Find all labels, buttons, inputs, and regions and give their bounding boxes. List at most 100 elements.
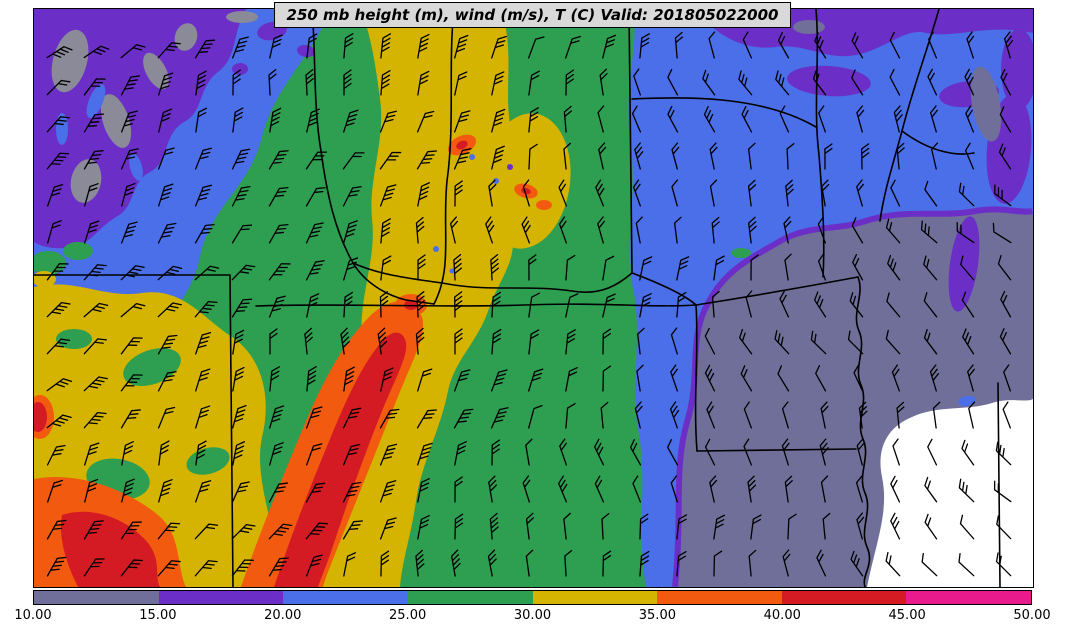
wind-barb-icon	[120, 148, 139, 170]
wind-barb-icon	[453, 408, 474, 429]
wind-barb-icon	[121, 182, 136, 207]
wind-barb-icon	[528, 143, 538, 170]
wind-barb-icon	[739, 328, 753, 355]
wind-barb-icon	[851, 217, 864, 244]
wind-barb-icon	[565, 293, 579, 318]
wind-barb-icon	[597, 105, 605, 133]
wind-barb-icon	[342, 481, 362, 503]
wind-barb-icon	[268, 223, 289, 244]
wind-barb-icon	[632, 475, 642, 503]
wind-barb-icon	[887, 254, 901, 281]
wind-barb-icon	[741, 105, 753, 133]
wind-barb-icon	[594, 475, 605, 503]
wind-barb-icon	[485, 216, 495, 244]
wind-barb-icon	[961, 439, 975, 466]
wind-barb-icon	[46, 263, 69, 281]
wind-barb-icon	[667, 438, 679, 466]
wind-barb-icon	[379, 151, 402, 170]
wind-barb-icon	[820, 401, 829, 429]
wind-barb-icon	[195, 107, 208, 133]
wind-barb-icon	[46, 414, 72, 429]
wind-barb-icon	[342, 407, 362, 429]
wind-barb-icon	[194, 300, 218, 318]
wind-barb-icon	[704, 327, 716, 355]
wind-barb-icon	[343, 366, 355, 392]
wind-barb-icon	[599, 68, 608, 96]
wind-barb-icon	[46, 46, 73, 59]
wind-barb-icon	[342, 520, 363, 540]
wind-barb-icon	[194, 523, 219, 540]
wind-barb-icon	[851, 32, 864, 59]
state-border	[628, 9, 633, 274]
wind-barb-icon	[269, 34, 283, 59]
wind-barb-icon	[491, 291, 502, 318]
wind-barb-icon	[416, 409, 437, 429]
wind-barb-icon	[631, 105, 642, 133]
colorbar-segment	[532, 591, 658, 604]
wind-barb-icon	[528, 36, 545, 59]
wind-barb-icon	[194, 147, 213, 170]
wind-barb-icon	[890, 512, 901, 540]
wind-barb-icon	[157, 406, 176, 429]
wind-barb-icon	[602, 365, 612, 392]
colorbar-tick-label: 30.00	[513, 608, 552, 623]
wind-barb-icon	[704, 438, 716, 466]
wind-barb-icon	[305, 69, 314, 96]
wind-barb-icon	[84, 478, 99, 503]
wind-barb-icon	[785, 179, 794, 207]
wind-barb-icon	[824, 143, 833, 170]
wind-barb-icon	[343, 291, 354, 318]
wind-barb-icon	[83, 113, 105, 133]
wind-barb-icon	[784, 475, 793, 503]
wind-barb-icon	[706, 401, 716, 429]
wind-barb-icon	[595, 179, 605, 207]
wind-barb-icon	[781, 401, 789, 429]
wind-barb-icon	[490, 253, 500, 281]
wind-barb-icon	[702, 69, 716, 96]
wind-barb-icon	[120, 265, 145, 281]
wind-barb-icon	[928, 31, 938, 59]
contour-fill-layer	[34, 9, 1033, 587]
colorbar-tick-label: 10.00	[14, 608, 52, 623]
wind-barb-icon	[713, 514, 726, 540]
wind-barb-icon	[558, 216, 567, 244]
wind-barb-icon	[449, 216, 458, 244]
wind-barb-icon	[157, 334, 178, 355]
wind-barb-icon	[416, 150, 438, 170]
colorbar-tick-label: 45.00	[888, 608, 926, 623]
wind-barb-icon	[740, 365, 753, 392]
wind-barb-icon	[565, 329, 576, 355]
wind-barb-icon	[525, 438, 533, 466]
wind-barb-icon	[893, 105, 903, 133]
wind-barb-icon	[709, 142, 718, 170]
wind-barb-icon	[379, 110, 397, 133]
wind-barb-icon	[450, 549, 461, 577]
wind-barb-icon	[598, 142, 607, 170]
wind-barb-icon	[268, 150, 289, 170]
wind-barb-icon	[787, 513, 797, 540]
wind-barb-icon	[639, 33, 650, 59]
wind-barb-icon	[812, 69, 827, 96]
wind-barb-icon	[602, 255, 615, 281]
wind-barb-icon	[454, 110, 471, 133]
wind-barb-icon	[489, 512, 499, 540]
wind-barb-icon	[306, 366, 317, 392]
wind-barb-icon	[856, 512, 865, 540]
wind-barb-icon	[305, 222, 324, 244]
wind-barb-icon	[305, 260, 325, 281]
wind-barb-icon	[415, 216, 425, 244]
wind-barb-icon	[558, 179, 568, 207]
wind-barb-icon	[454, 441, 467, 466]
wind-barb-icon	[340, 327, 350, 355]
wind-barb-icon	[781, 438, 790, 466]
wind-barb-icon	[961, 291, 975, 318]
wind-barb-icon	[639, 256, 653, 281]
wind-barb-icon	[417, 70, 430, 96]
wind-barb-icon	[635, 216, 643, 244]
state-border	[352, 262, 633, 293]
wind-barb-icon	[745, 290, 753, 318]
colorbar-segment	[283, 591, 408, 604]
wind-barb-icon	[993, 480, 1012, 503]
wind-barb-icon	[630, 439, 642, 466]
